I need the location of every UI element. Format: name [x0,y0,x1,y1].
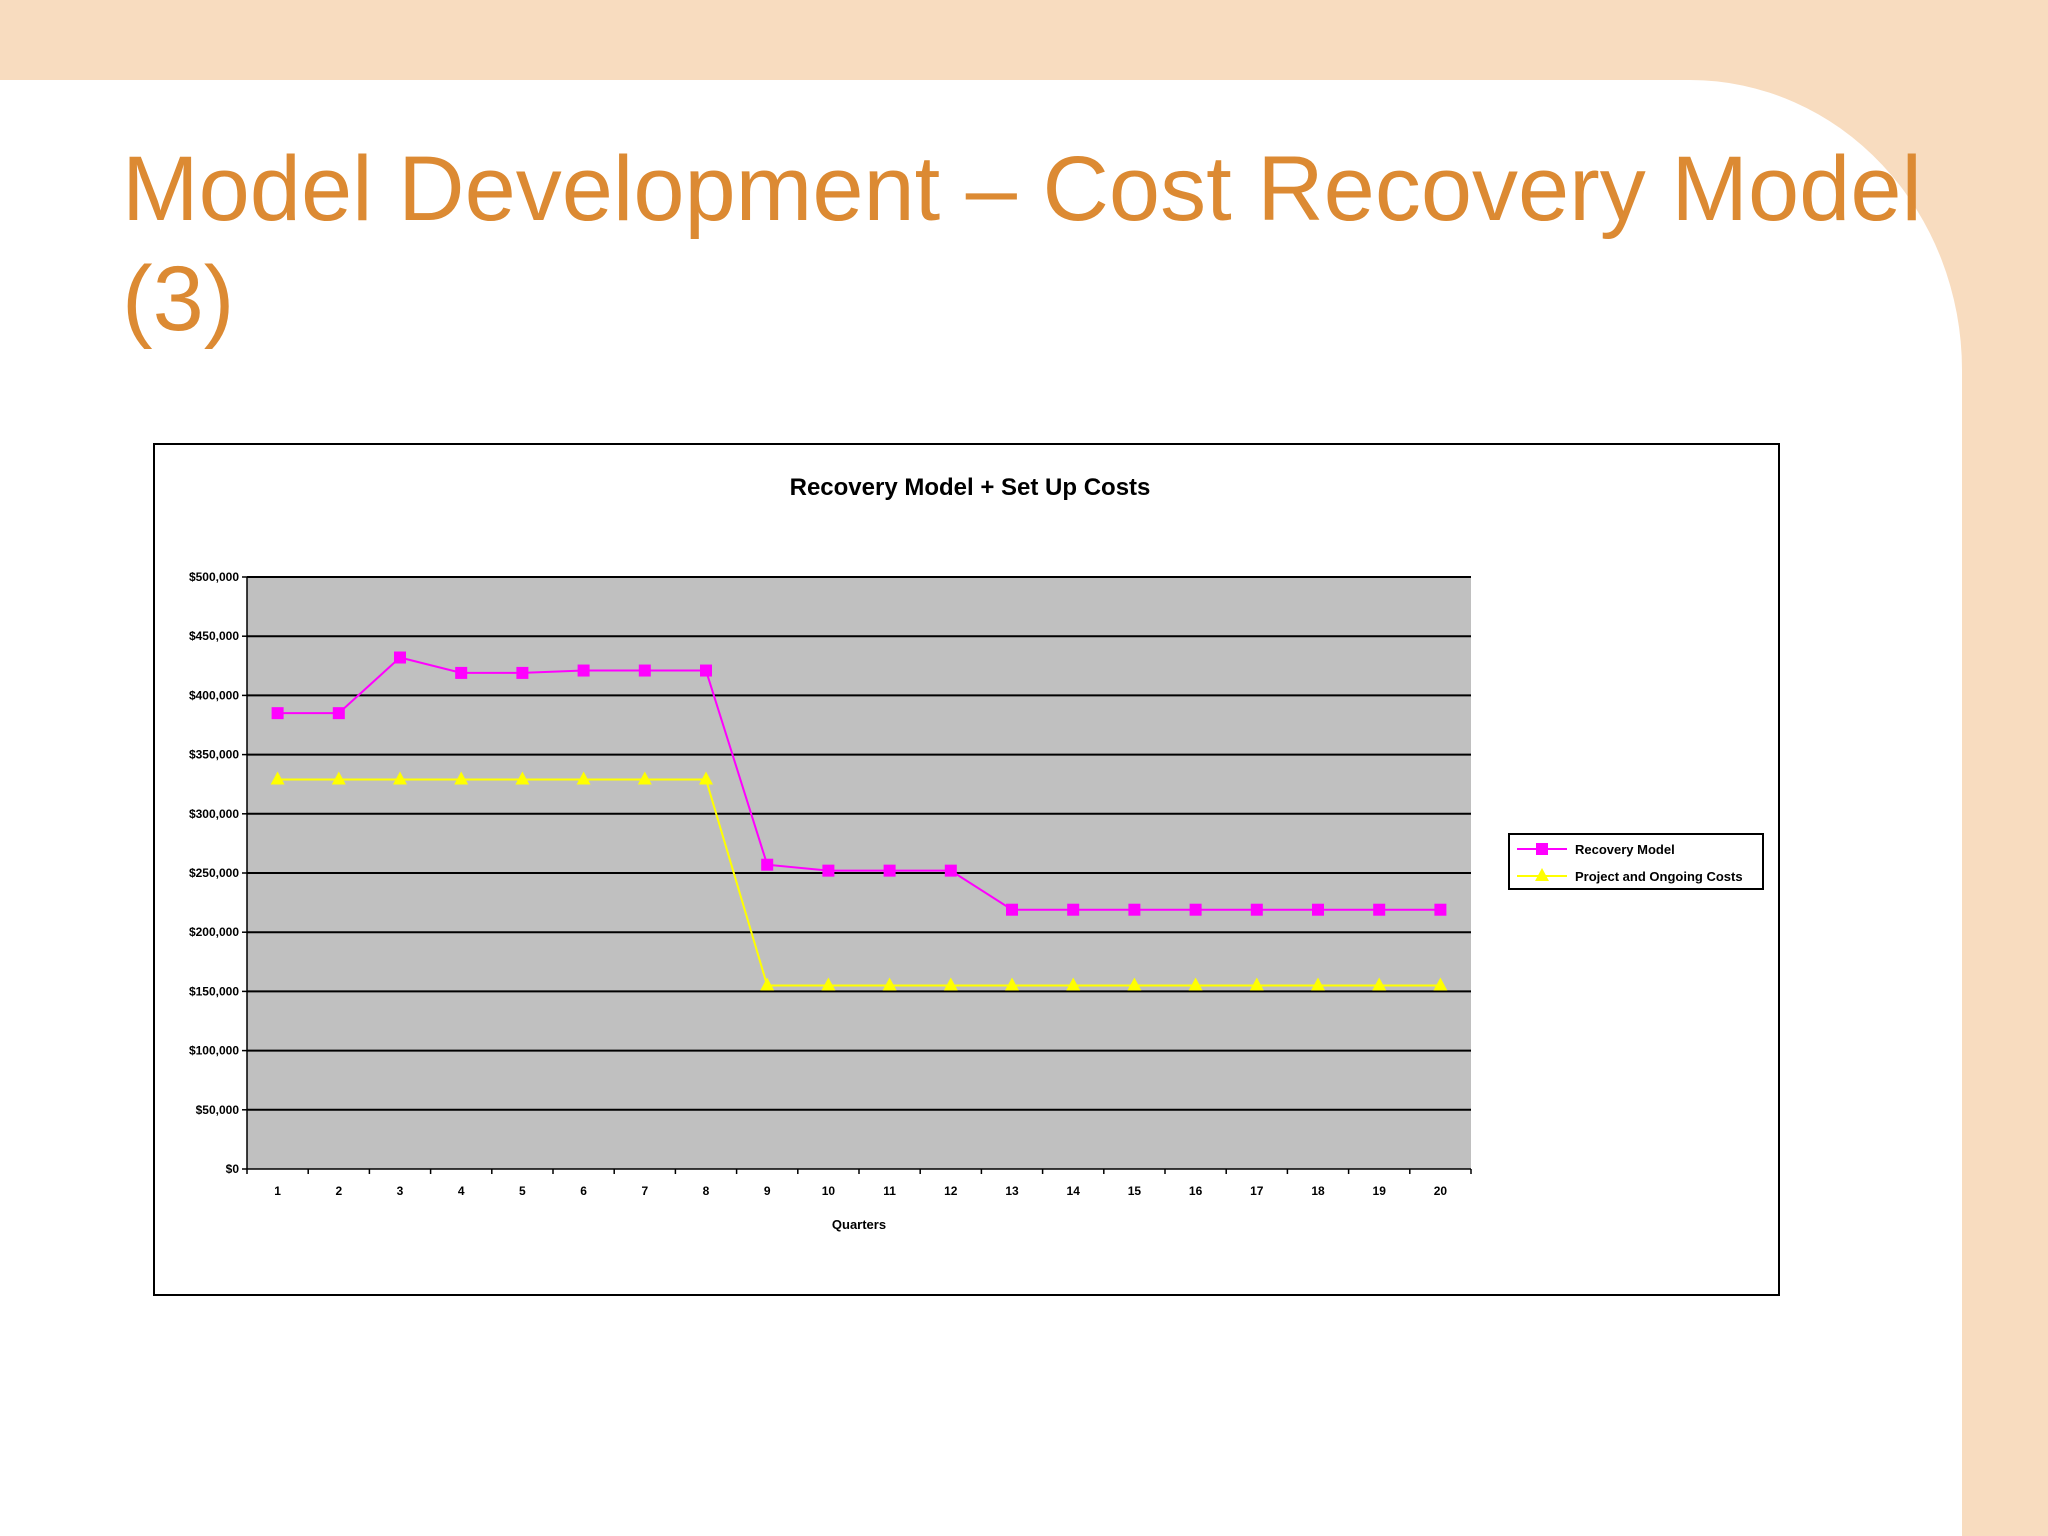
legend-marker [1536,843,1548,855]
data-point [637,771,652,785]
data-point [1372,977,1387,991]
y-tick-label: $200,000 [189,925,239,939]
x-tick-label: 1 [274,1184,281,1198]
data-point [515,771,530,785]
data-point [943,977,958,991]
data-point [822,864,835,877]
x-tick-label: 16 [1189,1184,1203,1198]
data-point [638,664,651,677]
x-tick-label: 18 [1311,1184,1325,1198]
y-tick-label: $450,000 [189,629,239,643]
series-line [277,778,1441,987]
data-point [1005,977,1019,991]
data-point [271,707,284,720]
series-recovery-model [271,651,1447,916]
y-tick-label: $0 [226,1162,240,1176]
data-point [1128,903,1141,916]
x-tick-label: 3 [397,1184,404,1198]
data-point [270,771,285,785]
data-point [454,771,469,785]
data-point [1434,903,1447,916]
data-point [393,771,407,785]
data-point [760,977,775,991]
legend-item: Recovery Model [1517,842,1675,857]
x-tick-label: 17 [1250,1184,1264,1198]
data-point [455,666,468,679]
data-point [1127,977,1142,991]
x-tick-label: 6 [580,1184,587,1198]
slide-title: Model Development – Cost Recovery Model … [122,138,1922,350]
x-tick-label: 4 [458,1184,465,1198]
data-point [1067,903,1080,916]
x-tick-label: 11 [883,1184,896,1198]
data-point [331,771,346,785]
y-axis: $0 $50,000 $100,000 $150,000 $200,000 $250,00… [189,570,248,1176]
x-tick-label: 15 [1128,1184,1142,1198]
chart-frame: Recovery Model + Set Up Costs $0 $50,000 $… [153,443,1780,1296]
x-tick-label: 20 [1434,1184,1448,1198]
x-tick-label: 14 [1067,1184,1081,1198]
data-point [1312,903,1324,916]
legend-item: Project and Ongoing Costs [1517,868,1743,884]
y-tick-label: $300,000 [189,807,239,821]
data-point [1249,977,1264,991]
data-point [577,664,590,677]
y-tick-label: $150,000 [189,984,239,998]
x-tick-label: 12 [944,1184,958,1198]
x-tick-label: 7 [641,1184,648,1198]
data-point [944,864,957,877]
data-point [1433,977,1448,991]
series-project-costs [270,771,1448,991]
x-tick-label: 13 [1005,1184,1019,1198]
y-tick-label: $350,000 [189,748,239,762]
x-tick-label: 9 [764,1184,771,1198]
data-point [516,666,529,679]
y-tick-label: $250,000 [189,866,239,880]
grid-lines [247,576,1471,1111]
legend-label: Recovery Model [1575,842,1675,857]
data-point [1188,977,1203,991]
x-tick-label: 8 [703,1184,710,1198]
line-chart: Recovery Model + Set Up Costs $0$50,000$… [189,474,1764,1232]
legend-label: Project and Ongoing Costs [1575,869,1743,884]
data-point [332,707,345,720]
data-point [1189,903,1202,916]
series-line [277,656,1441,911]
data-point [394,651,406,664]
top-decor-band [0,0,2048,80]
data-point [700,664,712,677]
x-axis: 1 2 3 4 5 6 7 8 9 10 11 12 13 14 15 16 17 18 19 20 [246,1168,1472,1198]
y-tick-label: $500,000 [189,570,239,584]
right-decor-band [1962,80,2048,1536]
x-tick-label: 19 [1373,1184,1387,1198]
data-point [1250,903,1263,916]
x-tick-label: 5 [519,1184,526,1198]
data-point [882,977,897,991]
legend-marker [1535,868,1549,881]
data-point [761,858,774,871]
legend-box [1508,833,1764,890]
data-point [1311,977,1325,991]
data-point [1373,903,1386,916]
data-point [821,977,836,991]
data-point [1066,977,1081,991]
y-tick-label: $100,000 [189,1044,239,1058]
series-layer [270,651,1448,991]
x-tick-label: 2 [335,1184,342,1198]
x-axis-label: Quarters [832,1217,886,1232]
data-point [699,771,713,785]
data-point [1006,903,1018,916]
y-tick-label: $50,000 [196,1103,240,1117]
x-tick-label: 10 [822,1184,836,1198]
data-point [576,771,591,785]
y-tick-label: $400,000 [189,688,239,702]
legend: Recovery Model Project and Ongoing Costs [1508,833,1764,890]
chart-title: Recovery Model + Set Up Costs [790,474,1151,501]
data-point [883,864,896,877]
